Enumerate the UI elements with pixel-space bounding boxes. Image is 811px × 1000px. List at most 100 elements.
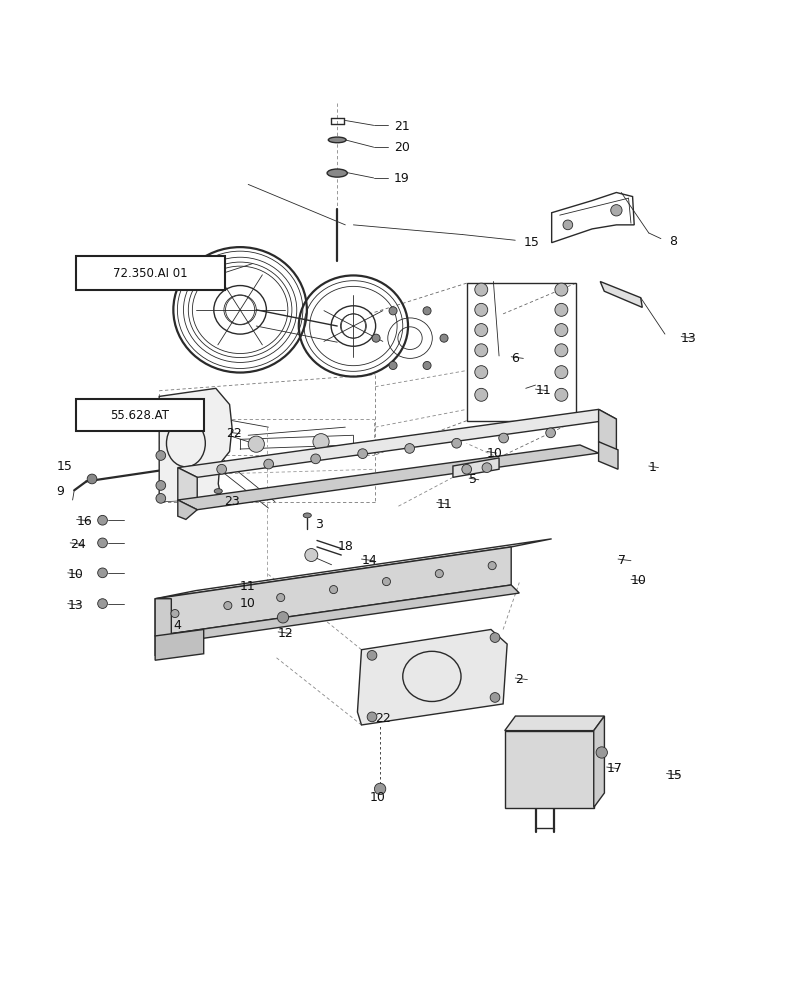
Polygon shape: [453, 458, 499, 477]
Text: 22: 22: [226, 427, 242, 440]
Ellipse shape: [328, 137, 345, 143]
Circle shape: [404, 444, 414, 453]
FancyBboxPatch shape: [75, 256, 225, 290]
Circle shape: [382, 578, 390, 586]
Circle shape: [156, 451, 165, 460]
Text: 15: 15: [666, 769, 681, 782]
Text: 3: 3: [315, 518, 323, 531]
Polygon shape: [159, 388, 232, 502]
Polygon shape: [178, 409, 616, 477]
Circle shape: [97, 515, 107, 525]
Circle shape: [487, 562, 496, 570]
Text: 5: 5: [469, 473, 477, 486]
Circle shape: [388, 307, 397, 315]
Circle shape: [474, 283, 487, 296]
Text: 10: 10: [630, 574, 646, 587]
Text: 2: 2: [515, 673, 522, 686]
Text: 10: 10: [240, 597, 255, 610]
Text: 9: 9: [56, 485, 64, 498]
Circle shape: [97, 538, 107, 548]
Circle shape: [304, 549, 317, 562]
Polygon shape: [178, 445, 598, 510]
Circle shape: [474, 303, 487, 316]
Polygon shape: [155, 539, 551, 599]
Text: 7: 7: [617, 554, 625, 567]
Polygon shape: [598, 442, 617, 469]
Circle shape: [156, 494, 165, 503]
Text: 11: 11: [240, 580, 255, 593]
Polygon shape: [504, 716, 603, 731]
Circle shape: [498, 433, 508, 443]
Circle shape: [474, 388, 487, 401]
Polygon shape: [504, 731, 593, 808]
Text: 13: 13: [67, 599, 84, 612]
Circle shape: [554, 283, 567, 296]
Text: 55.628.AT: 55.628.AT: [110, 409, 169, 422]
Circle shape: [440, 334, 448, 342]
Circle shape: [482, 463, 491, 472]
Text: 11: 11: [436, 498, 452, 511]
Circle shape: [451, 438, 461, 448]
Circle shape: [554, 388, 567, 401]
Ellipse shape: [214, 489, 222, 494]
Circle shape: [388, 361, 397, 370]
Bar: [466, 283, 575, 421]
Circle shape: [545, 428, 555, 438]
Circle shape: [474, 324, 487, 337]
Circle shape: [554, 324, 567, 337]
Circle shape: [562, 220, 572, 230]
Circle shape: [423, 361, 431, 370]
Polygon shape: [593, 716, 603, 808]
Polygon shape: [155, 585, 519, 644]
Circle shape: [490, 633, 500, 642]
Polygon shape: [155, 629, 204, 660]
Circle shape: [277, 612, 288, 623]
Circle shape: [610, 205, 621, 216]
Circle shape: [374, 783, 385, 795]
Circle shape: [435, 570, 443, 578]
Text: 4: 4: [173, 619, 181, 632]
Circle shape: [264, 459, 273, 469]
Circle shape: [490, 693, 500, 702]
Polygon shape: [357, 629, 507, 725]
Polygon shape: [155, 599, 171, 658]
Text: 19: 19: [393, 172, 409, 185]
Circle shape: [358, 449, 367, 458]
Circle shape: [168, 400, 178, 409]
Circle shape: [97, 568, 107, 578]
Circle shape: [461, 464, 471, 474]
Text: 20: 20: [393, 141, 410, 154]
Circle shape: [87, 474, 97, 484]
Text: 24: 24: [70, 538, 86, 551]
Ellipse shape: [327, 169, 347, 177]
Text: 17: 17: [606, 762, 622, 775]
Circle shape: [367, 712, 376, 722]
Circle shape: [554, 366, 567, 379]
Text: 22: 22: [375, 712, 391, 725]
Circle shape: [371, 334, 380, 342]
Text: 10: 10: [67, 568, 84, 581]
Circle shape: [170, 609, 178, 618]
Circle shape: [554, 303, 567, 316]
Circle shape: [248, 436, 264, 452]
Circle shape: [224, 602, 232, 610]
Text: 6: 6: [511, 352, 518, 365]
FancyBboxPatch shape: [75, 399, 204, 431]
Ellipse shape: [303, 513, 311, 518]
Polygon shape: [178, 468, 197, 510]
Circle shape: [367, 651, 376, 660]
Circle shape: [474, 366, 487, 379]
Circle shape: [595, 747, 607, 758]
Text: 13: 13: [680, 332, 696, 345]
Circle shape: [423, 307, 431, 315]
Circle shape: [217, 464, 226, 474]
Circle shape: [312, 434, 328, 450]
Circle shape: [474, 344, 487, 357]
Text: 8: 8: [668, 235, 676, 248]
Circle shape: [311, 454, 320, 464]
Text: 16: 16: [76, 515, 92, 528]
Text: 10: 10: [487, 447, 502, 460]
Polygon shape: [598, 409, 616, 451]
Polygon shape: [178, 500, 197, 519]
Text: 21: 21: [393, 120, 409, 133]
